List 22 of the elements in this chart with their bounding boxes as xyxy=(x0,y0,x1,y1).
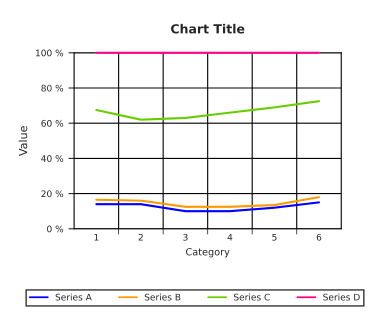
x-tick-label: 1 xyxy=(94,234,98,241)
y-tick-label: 20 % xyxy=(41,190,64,198)
legend-label: Series C xyxy=(234,294,270,301)
legend-label: Series D xyxy=(323,294,360,301)
chart-title: Chart Title xyxy=(171,24,244,34)
legend-label: Series A xyxy=(56,294,92,301)
y-tick-label: 60 % xyxy=(41,120,64,127)
legend-label: Series B xyxy=(144,294,180,301)
y-tick-label: 0 % xyxy=(47,226,64,232)
y-tick-label: 80 % xyxy=(41,84,64,92)
y-axis-title: Value xyxy=(18,126,28,156)
line-series xyxy=(95,196,320,208)
x-tick-label: 4 xyxy=(228,234,232,241)
x-tick-label: 3 xyxy=(183,234,188,241)
x-axis-title: Category xyxy=(186,248,230,258)
line-series xyxy=(95,100,320,121)
x-tick-label: 2 xyxy=(138,234,143,241)
y-tick-label: 100 % xyxy=(36,50,64,56)
x-tick-label: 5 xyxy=(272,234,277,241)
y-tick-label: 40 % xyxy=(41,155,64,162)
x-tick-label: 6 xyxy=(316,234,322,241)
line-series xyxy=(95,201,320,212)
